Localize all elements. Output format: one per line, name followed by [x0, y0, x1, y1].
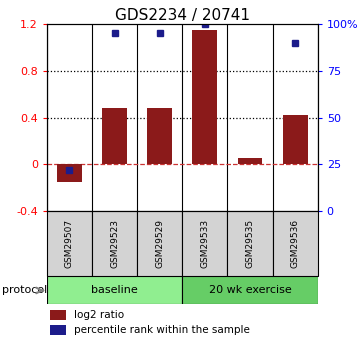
- Text: baseline: baseline: [91, 285, 138, 295]
- Text: GSM29507: GSM29507: [65, 219, 74, 268]
- Bar: [182, 276, 318, 305]
- Bar: [57, 164, 82, 182]
- Text: protocol: protocol: [2, 285, 47, 295]
- Bar: [47, 211, 92, 276]
- Text: log2 ratio: log2 ratio: [74, 310, 124, 320]
- Bar: [47, 276, 182, 305]
- Bar: [50, 325, 66, 335]
- Text: percentile rank within the sample: percentile rank within the sample: [74, 325, 250, 335]
- Bar: [238, 158, 262, 164]
- Bar: [92, 211, 137, 276]
- Text: GSM29529: GSM29529: [155, 219, 164, 268]
- Text: GSM29535: GSM29535: [245, 219, 255, 268]
- Text: GSM29533: GSM29533: [200, 219, 209, 268]
- Text: GSM29523: GSM29523: [110, 219, 119, 268]
- Bar: [192, 30, 217, 164]
- Bar: [283, 115, 308, 164]
- Bar: [273, 211, 318, 276]
- Title: GDS2234 / 20741: GDS2234 / 20741: [115, 8, 250, 23]
- Bar: [182, 211, 227, 276]
- Bar: [227, 211, 273, 276]
- Bar: [137, 211, 182, 276]
- Text: GSM29536: GSM29536: [291, 219, 300, 268]
- Text: 20 wk exercise: 20 wk exercise: [209, 285, 291, 295]
- Bar: [147, 108, 172, 164]
- Bar: [50, 310, 66, 319]
- Bar: [102, 108, 127, 164]
